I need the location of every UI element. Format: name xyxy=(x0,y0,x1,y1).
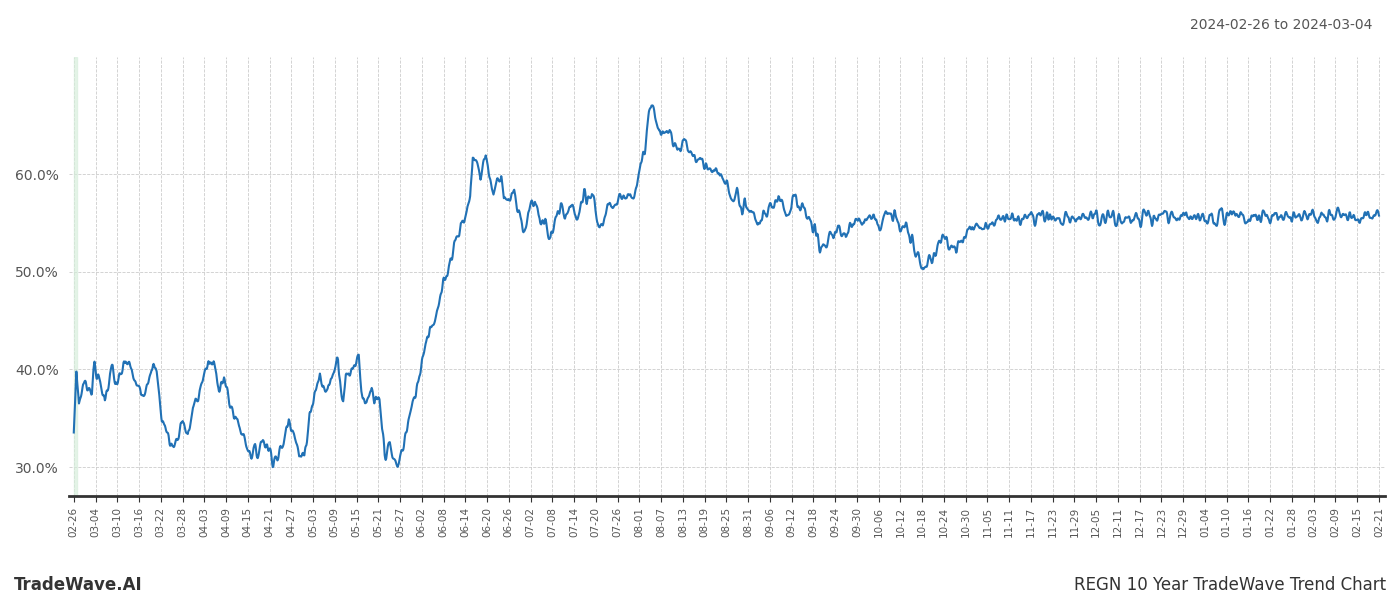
Text: TradeWave.AI: TradeWave.AI xyxy=(14,576,143,594)
Text: REGN 10 Year TradeWave Trend Chart: REGN 10 Year TradeWave Trend Chart xyxy=(1074,576,1386,594)
Bar xyxy=(74,57,77,496)
Text: 2024-02-26 to 2024-03-04: 2024-02-26 to 2024-03-04 xyxy=(1190,18,1372,32)
